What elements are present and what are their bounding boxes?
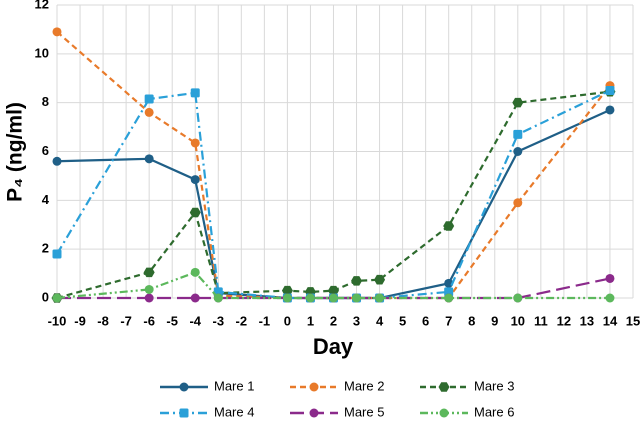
legend-marker [179,382,189,392]
data-point [513,129,523,139]
legend-marker [439,408,449,418]
legend-label: Mare 4 [214,404,254,419]
series-line [56,89,611,300]
legend-label: Mare 5 [344,404,384,419]
data-point [375,293,385,303]
x-tick-label: -6 [143,313,155,328]
x-tick-label: -8 [97,313,109,328]
data-point [282,293,292,303]
data-point [512,97,524,108]
data-point [144,154,154,164]
data-point [144,284,154,294]
y-tick-label: 6 [42,143,49,158]
data-point [144,107,154,117]
y-tick-label: 10 [35,45,49,60]
x-tick-label: 5 [399,313,406,328]
y-tick-label: 8 [42,94,49,109]
x-tick-label: -2 [236,313,248,328]
data-point [444,293,454,303]
data-point [328,293,338,303]
legend-label: Mare 1 [214,378,254,393]
y-tick-label: 4 [42,192,50,207]
data-point [213,293,223,303]
x-tick-label: -5 [166,313,178,328]
x-tick-label: 3 [353,313,360,328]
data-point [52,27,62,37]
x-tick-label: 0 [284,313,291,328]
data-point [143,267,155,278]
legend-label: Mare 3 [474,378,514,393]
data-point [513,147,523,156]
x-tick-label: 11 [534,313,548,328]
data-point [605,85,615,95]
data-point [605,293,615,303]
data-point [190,138,200,148]
x-tick-label: 6 [422,313,429,328]
data-point [605,105,615,115]
x-tick-label: 7 [445,313,452,328]
data-point [189,207,201,218]
x-tick-label: -7 [120,313,132,328]
data-point [305,293,315,303]
data-point [190,88,200,98]
x-axis-label: Day [313,334,354,359]
y-axis-label: P₄ (ng/ml) [4,102,27,202]
data-point [190,267,200,277]
x-tick-label: -4 [189,313,201,328]
x-tick-label: 13 [580,313,594,328]
x-tick-label: -9 [74,313,86,328]
legend-label: Mare 6 [474,404,514,419]
y-tick-label: 12 [35,0,49,11]
data-point [605,273,615,283]
x-tick-label: 12 [557,313,571,328]
data-point [52,156,62,166]
y-tick-label: 2 [42,241,49,256]
x-tick-label: 9 [491,313,498,328]
data-point [352,293,362,303]
data-point [444,278,454,288]
series-line [56,271,610,300]
data-point [351,276,363,286]
legend-label: Mare 2 [344,378,384,393]
x-tick-label: 2 [330,313,337,328]
x-tick-label: 15 [626,313,640,328]
x-tick-label: -3 [212,313,224,328]
legend-marker [438,382,450,392]
legend-marker [309,408,319,418]
data-point [443,221,455,231]
data-point [374,274,386,285]
x-tick-label: 14 [603,313,618,328]
data-point [144,94,154,104]
x-tick-label: 4 [376,313,384,328]
data-point [190,293,200,303]
data-point [190,175,200,185]
data-point [52,249,62,259]
x-tick-label: -10 [48,313,67,328]
data-point [513,293,523,303]
legend-marker [309,382,319,392]
data-point [327,285,339,296]
x-tick-label: 10 [511,313,525,328]
x-tick-label: 8 [468,313,475,328]
x-tick-label: -1 [259,313,271,328]
data-point [144,293,154,303]
x-tick-label: 1 [307,313,314,328]
y-tick-label: 0 [42,289,49,304]
data-point [52,293,62,303]
data-point [513,198,523,208]
legend-marker [179,408,189,418]
data-point [281,285,293,296]
